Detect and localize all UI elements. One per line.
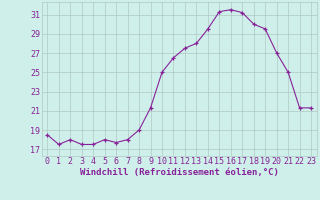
X-axis label: Windchill (Refroidissement éolien,°C): Windchill (Refroidissement éolien,°C) bbox=[80, 168, 279, 177]
